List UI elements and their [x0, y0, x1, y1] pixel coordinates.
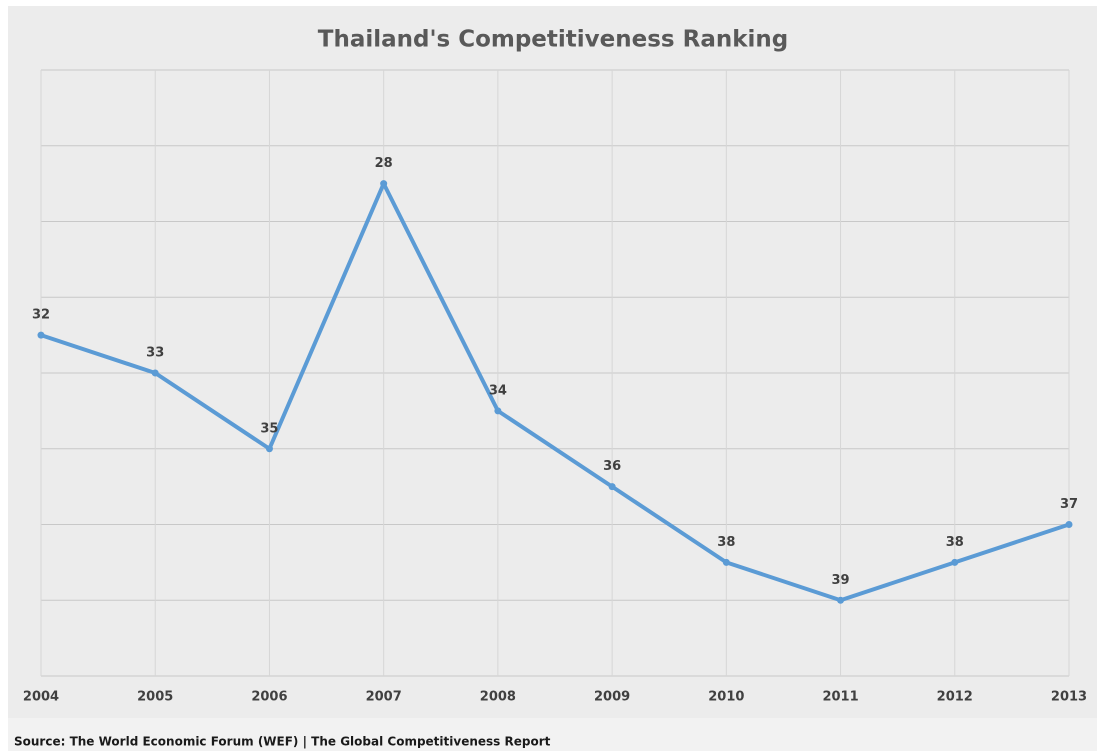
- chart-background: [8, 6, 1097, 718]
- data-label: 32: [32, 308, 50, 323]
- footer-background: [8, 718, 1097, 751]
- data-point: [380, 180, 388, 188]
- x-tick-label: 2006: [251, 690, 287, 705]
- data-line: [40, 181, 1070, 603]
- x-tick-label: 2012: [937, 690, 973, 705]
- data-point: [151, 369, 159, 377]
- x-tick-label: 2010: [708, 690, 744, 705]
- data-label: 28: [375, 156, 393, 171]
- x-tick-label: 2011: [822, 690, 858, 705]
- x-tick-label: 2013: [1051, 690, 1087, 705]
- data-point: [1065, 521, 1073, 528]
- data-point: [494, 407, 502, 415]
- data-point: [608, 483, 616, 491]
- x-tick-label: 2007: [366, 690, 402, 705]
- data-point: [37, 331, 45, 339]
- x-tick-label: 2009: [594, 690, 630, 705]
- data-point: [265, 445, 273, 453]
- data-point: [837, 596, 845, 604]
- data-label: 33: [146, 346, 164, 361]
- x-tick-label: 2005: [137, 690, 173, 705]
- data-label: 39: [832, 573, 850, 588]
- x-tick-label: 2004: [23, 690, 59, 705]
- chart-title: Thailand's Competitiveness Ranking: [318, 27, 789, 53]
- data-label: 35: [260, 421, 278, 436]
- data-point: [951, 558, 959, 566]
- x-tick-label: 2008: [480, 690, 516, 705]
- data-label: 38: [717, 535, 735, 550]
- data-label: 37: [1060, 497, 1078, 512]
- data-point: [722, 558, 730, 566]
- data-label: 38: [946, 535, 964, 550]
- data-label: 34: [489, 383, 507, 398]
- source-note: Source: The World Economic Forum (WEF) |…: [14, 735, 551, 749]
- data-label: 36: [603, 459, 621, 474]
